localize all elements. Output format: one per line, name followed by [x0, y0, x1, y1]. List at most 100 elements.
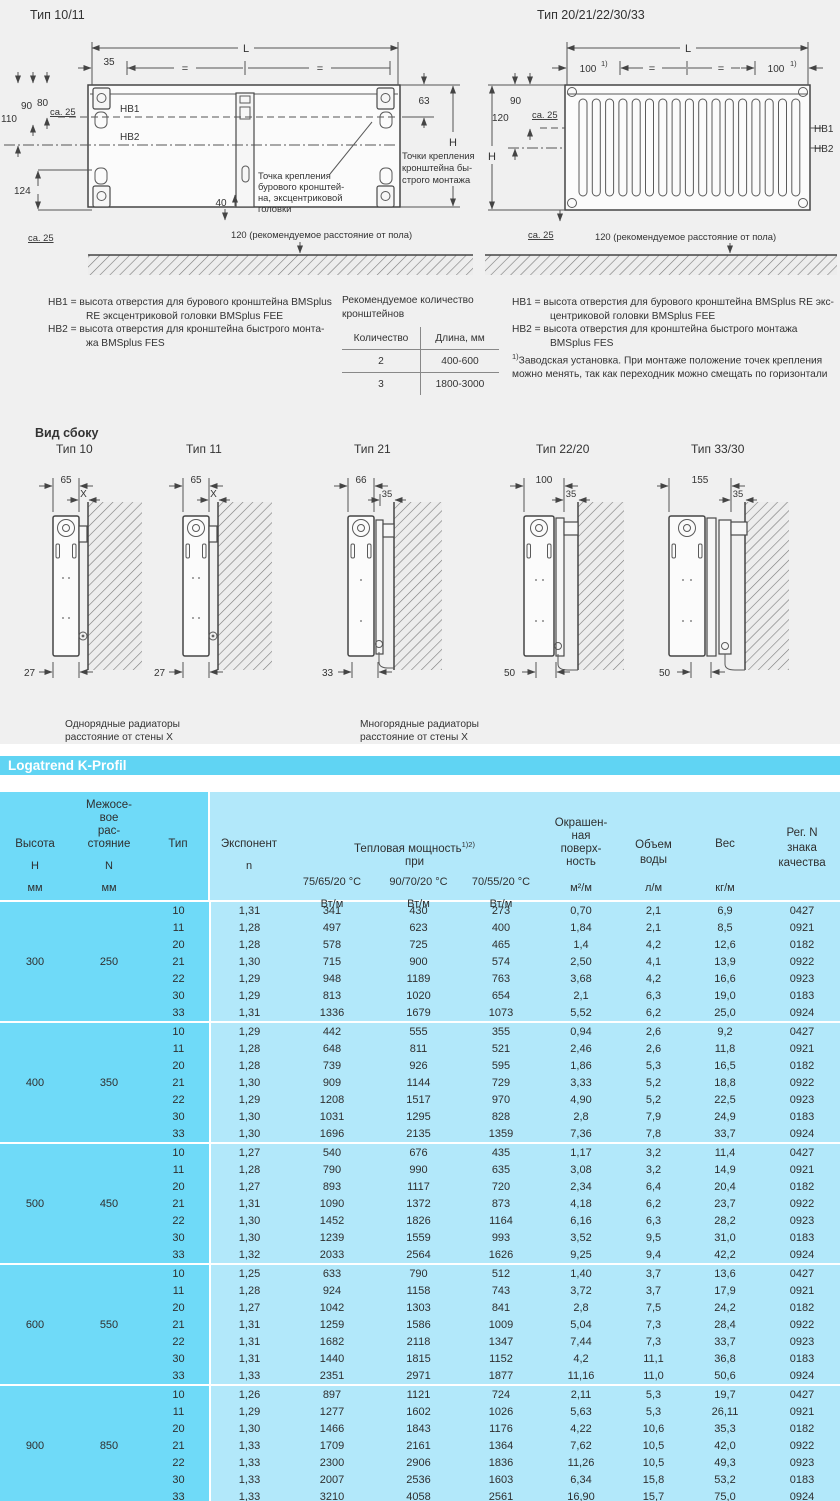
- value-cell: 0427: [764, 1385, 840, 1403]
- value-cell: 7,3: [621, 1333, 686, 1350]
- table-row: 30 1,31 1440 1815 1152 4,2 11,1 36,8 0183: [0, 1350, 840, 1367]
- spacing-cell: 850: [70, 1385, 148, 1501]
- value-cell: 0924: [764, 1004, 840, 1023]
- col-header-exponent: Экспонент n: [210, 792, 288, 900]
- table-row: 33 1,33 3210 4058 2561 16,90 15,7 75,0 0924: [0, 1488, 840, 1501]
- value-cell: 3,52: [541, 1229, 621, 1246]
- value-cell: 5,3: [621, 1403, 686, 1420]
- value-cell: 1,30: [210, 1212, 288, 1229]
- value-cell: 1009: [461, 1316, 541, 1333]
- value-cell: 1208: [288, 1091, 376, 1108]
- value-cell: 3,7: [621, 1264, 686, 1282]
- table-row: 20 1,30 1466 1843 1176 4,22 10,6 35,3 0182: [0, 1420, 840, 1437]
- table-row: 21 1,31 1259 1586 1009 5,04 7,3 28,4 0922: [0, 1316, 840, 1333]
- value-cell: 13,9: [686, 953, 764, 970]
- value-cell: 595: [461, 1057, 541, 1074]
- side-view-title: Тип 11: [186, 442, 222, 456]
- value-cell: 11,16: [541, 1367, 621, 1386]
- value-cell: 16,5: [686, 1057, 764, 1074]
- spec-table: Высота H мм Межосе- вое рас- стояние N м…: [0, 792, 840, 1501]
- temp-col-1: 75/65/20 °C: [302, 875, 362, 888]
- side-view-heading: Вид сбоку: [35, 426, 99, 440]
- value-cell: 2,8: [541, 1108, 621, 1125]
- hb-notes-right: HB1 = высота отверстия для бурового крон…: [512, 296, 840, 381]
- value-cell: 28,4: [686, 1316, 764, 1333]
- table-row: 21 1,30 715 900 574 2,50 4,1 13,9 0922: [0, 953, 840, 970]
- value-cell: 5,52: [541, 1004, 621, 1023]
- value-cell: 0921: [764, 1282, 840, 1299]
- value-cell: 1,30: [210, 1125, 288, 1144]
- value-cell: 11,26: [541, 1454, 621, 1471]
- dim-top: 65: [60, 475, 72, 486]
- value-cell: 3,33: [541, 1074, 621, 1091]
- value-cell: 1709: [288, 1437, 376, 1454]
- type-cell: 22: [148, 1091, 211, 1108]
- value-cell: 19,7: [686, 1385, 764, 1403]
- table-row: 11 1,28 497 623 400 1,84 2,1 8,5 0921: [0, 919, 840, 936]
- value-cell: 4,2: [541, 1350, 621, 1367]
- dim-label-90: 90: [21, 101, 33, 112]
- value-cell: 2118: [376, 1333, 461, 1350]
- value-cell: 811: [376, 1040, 461, 1057]
- table-row: 21 1,33 1709 2161 1364 7,62 10,5 42,0 0922: [0, 1437, 840, 1454]
- table-row: 11 1,28 790 990 635 3,08 3,2 14,9 0921: [0, 1161, 840, 1178]
- value-cell: 2135: [376, 1125, 461, 1144]
- value-cell: 739: [288, 1057, 376, 1074]
- height-cell: 500: [0, 1143, 70, 1265]
- bracket-col-len: Длина, мм: [420, 327, 499, 350]
- value-cell: 1372: [376, 1195, 461, 1212]
- dim-label-100: 100: [768, 64, 785, 75]
- table-row: 22 1,30 1452 1826 1164 6,16 6,3 28,2 0923: [0, 1212, 840, 1229]
- type-cell: 33: [148, 1004, 211, 1023]
- dim-bottom: 50: [659, 668, 671, 679]
- value-cell: 743: [461, 1282, 541, 1299]
- spec-table-body: 300 250 10 1,31 341 430 273 0,70 2,1 6,9 0427 11 1,2…: [0, 902, 840, 1501]
- svg-text:строго монтажа: строго монтажа: [402, 174, 471, 185]
- dim-label-ca25-bottom: ca. 25: [528, 229, 554, 240]
- value-cell: 0923: [764, 1212, 840, 1229]
- value-cell: 1626: [461, 1246, 541, 1265]
- value-cell: 0923: [764, 1091, 840, 1108]
- value-cell: 0183: [764, 1471, 840, 1488]
- value-cell: 790: [376, 1264, 461, 1282]
- hb1-label: HB1: [814, 124, 834, 135]
- table-row: 21 1,30 909 1144 729 3,33 5,2 18,8 0922: [0, 1074, 840, 1091]
- technical-drawings-section: Тип 10/11 Тип 20/21/22/30/33: [0, 0, 840, 744]
- table-row: 20 1,27 1042 1303 841 2,8 7,5 24,2 0182: [0, 1299, 840, 1316]
- value-cell: 5,04: [541, 1316, 621, 1333]
- rear-panel: [375, 519, 384, 655]
- value-cell: 49,3: [686, 1454, 764, 1471]
- table-row: 20 1,28 739 926 595 1,86 5,3 16,5 0182: [0, 1057, 840, 1074]
- value-cell: 435: [461, 1143, 541, 1161]
- dim-bottom: 33: [322, 668, 334, 679]
- type-cell: 33: [148, 1246, 211, 1265]
- floor-distance-note: 120 (рекомендуемое расстояние от пола): [231, 229, 412, 240]
- dim-bottom: 27: [154, 668, 166, 679]
- value-cell: 11,0: [621, 1367, 686, 1386]
- value-cell: 1121: [376, 1385, 461, 1403]
- dim-label-H: H: [449, 137, 457, 149]
- dim-label-63: 63: [418, 96, 430, 107]
- dim-label-L: L: [685, 43, 691, 55]
- value-cell: 0922: [764, 953, 840, 970]
- value-cell: 10,5: [621, 1437, 686, 1454]
- value-cell: 1,28: [210, 1161, 288, 1178]
- value-cell: 1,28: [210, 1282, 288, 1299]
- dim-mid: 35: [566, 488, 576, 499]
- section-banner: Logatrend K-Profil: [0, 756, 840, 775]
- type-cell: 33: [148, 1367, 211, 1386]
- value-cell: 1826: [376, 1212, 461, 1229]
- value-cell: 16,6: [686, 970, 764, 987]
- value-cell: 1,32: [210, 1246, 288, 1265]
- value-cell: 33,7: [686, 1125, 764, 1144]
- value-cell: 1,31: [210, 902, 288, 919]
- table-row: 11 1,28 924 1158 743 3,72 3,7 17,9 0921: [0, 1282, 840, 1299]
- value-cell: 10,5: [621, 1454, 686, 1471]
- value-cell: 0921: [764, 1161, 840, 1178]
- value-cell: 0922: [764, 1074, 840, 1091]
- value-cell: 0183: [764, 1229, 840, 1246]
- dim-label-ca25: ca. 25: [50, 106, 76, 117]
- spacing-cell: 350: [70, 1022, 148, 1144]
- type-cell: 30: [148, 1350, 211, 1367]
- bracket-count-block: Рекомендуемое количество кронштейнов Кол…: [342, 294, 502, 395]
